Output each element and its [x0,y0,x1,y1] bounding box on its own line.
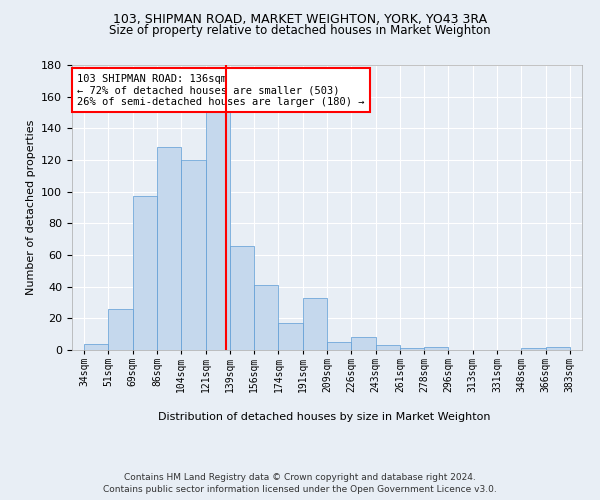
Bar [230,246,254,350]
Bar [327,342,351,350]
Y-axis label: Number of detached properties: Number of detached properties [26,120,35,295]
Text: Contains HM Land Registry data © Crown copyright and database right 2024.: Contains HM Land Registry data © Crown c… [124,472,476,482]
Bar [545,347,570,350]
Text: 103, SHIPMAN ROAD, MARKET WEIGHTON, YORK, YO43 3RA: 103, SHIPMAN ROAD, MARKET WEIGHTON, YORK… [113,12,487,26]
Bar [133,196,157,350]
Text: Contains public sector information licensed under the Open Government Licence v3: Contains public sector information licen… [103,485,497,494]
Bar [278,323,303,350]
Bar [303,298,327,350]
Bar [351,338,376,350]
Bar [157,148,181,350]
Bar [521,348,545,350]
Bar [181,160,206,350]
Bar [424,347,448,350]
Text: Distribution of detached houses by size in Market Weighton: Distribution of detached houses by size … [158,412,490,422]
Text: Size of property relative to detached houses in Market Weighton: Size of property relative to detached ho… [109,24,491,37]
Bar [376,346,400,350]
Text: 103 SHIPMAN ROAD: 136sqm
← 72% of detached houses are smaller (503)
26% of semi-: 103 SHIPMAN ROAD: 136sqm ← 72% of detach… [77,74,365,107]
Bar [254,285,278,350]
Bar [109,309,133,350]
Bar [84,344,109,350]
Bar [206,111,230,350]
Bar [400,348,424,350]
